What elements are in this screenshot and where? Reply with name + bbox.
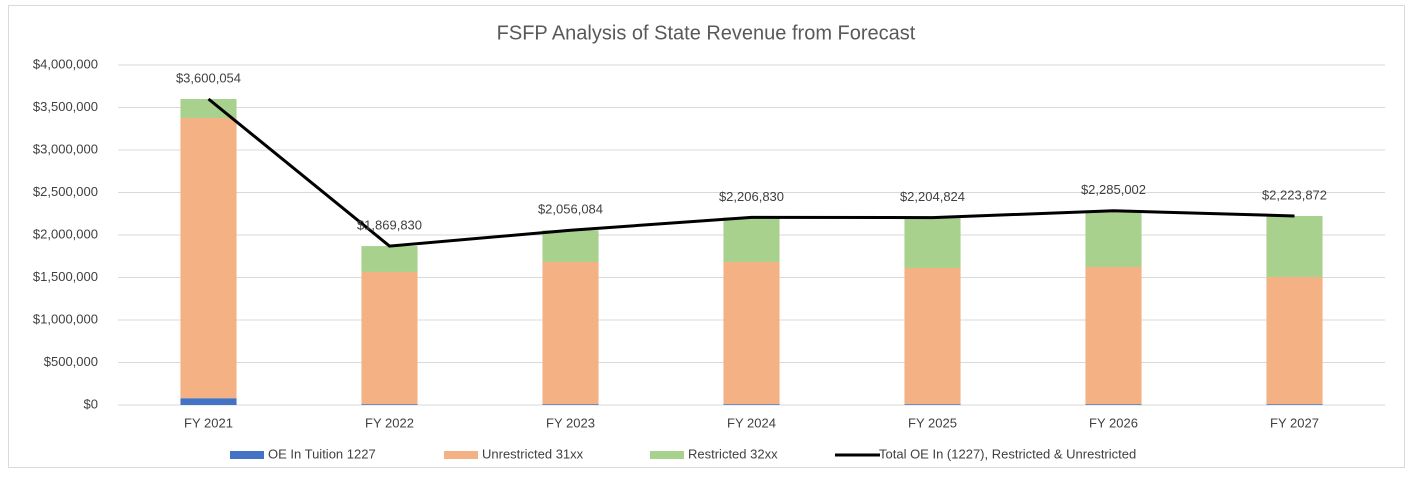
legend-swatch [650, 451, 684, 459]
x-tick-label: FY 2026 [1089, 415, 1138, 430]
chart-border [8, 5, 1405, 468]
chart-title: FSFP Analysis of State Revenue from Fore… [497, 22, 916, 44]
bar-segment [1266, 404, 1323, 405]
bar-segment [723, 404, 780, 405]
x-tick-label: FY 2021 [184, 415, 233, 430]
data-label: $2,056,084 [538, 202, 603, 217]
y-tick-label: $2,500,000 [33, 184, 98, 199]
data-label: $3,600,054 [176, 70, 241, 85]
x-tick-label: FY 2023 [546, 415, 595, 430]
bar-segment [542, 262, 599, 405]
y-tick-label: $0 [84, 396, 98, 411]
data-label: $2,223,872 [1262, 187, 1327, 202]
bar-segment [1085, 210, 1142, 267]
y-tick-label: $1,000,000 [33, 311, 98, 326]
x-tick-label: FY 2027 [1270, 415, 1319, 430]
bar-segment [361, 246, 418, 272]
y-tick-label: $4,000,000 [33, 56, 98, 71]
bar-segment [180, 398, 237, 405]
y-tick-label: $3,000,000 [33, 141, 98, 156]
data-label: $1,869,830 [357, 218, 422, 233]
bar-segment [542, 230, 599, 263]
data-label: $2,206,830 [719, 189, 784, 204]
y-tick-label: $1,500,000 [33, 269, 98, 284]
bar-segment [1266, 276, 1323, 405]
x-tick-label: FY 2022 [365, 415, 414, 430]
bar-segment [904, 217, 961, 268]
legend-label: Total OE In (1227), Restricted & Unrestr… [879, 446, 1136, 461]
bar-segment [180, 118, 237, 399]
bar-segment [1085, 266, 1142, 405]
y-tick-label: $2,000,000 [33, 226, 98, 241]
legend-swatch [444, 451, 478, 459]
data-label: $2,204,824 [900, 189, 965, 204]
bar-segment [904, 267, 961, 405]
legend-label: Unrestricted 31xx [482, 446, 584, 461]
legend-label: Restricted 32xx [688, 446, 778, 461]
y-tick-label: $500,000 [44, 354, 98, 369]
bar-segment [542, 404, 599, 405]
total-line [207, 97, 1295, 248]
bar-segment [723, 262, 780, 405]
x-tick-label: FY 2025 [908, 415, 957, 430]
bar-segment [723, 217, 780, 263]
legend-label: OE In Tuition 1227 [268, 446, 376, 461]
y-tick-label: $3,500,000 [33, 99, 98, 114]
data-label: $2,285,002 [1081, 182, 1146, 197]
bar-segment [904, 404, 961, 405]
bar-segment [361, 271, 418, 405]
bar-segment [180, 98, 237, 119]
bar-segment [1085, 404, 1142, 405]
legend-swatch [230, 451, 264, 459]
x-tick-label: FY 2024 [727, 415, 776, 430]
bar-segment [361, 404, 418, 405]
bar-segment [1266, 215, 1323, 277]
